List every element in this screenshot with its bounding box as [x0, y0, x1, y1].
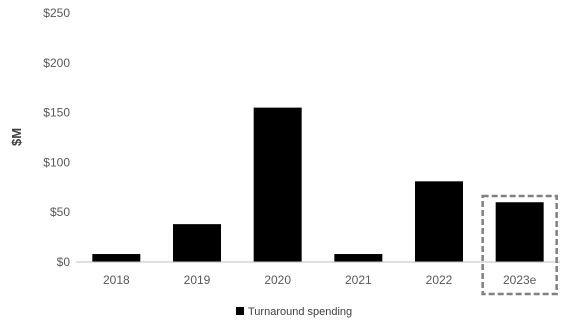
x-axis-ticks: 2018 2019 2020 2021 2022 2023e	[103, 273, 537, 287]
bar	[253, 107, 302, 263]
x-tick-label: 2021	[345, 273, 372, 287]
bar	[334, 254, 383, 262]
bar	[495, 202, 544, 262]
y-tick-label: $200	[43, 56, 70, 70]
bar	[92, 254, 141, 262]
x-tick-label: 2019	[184, 273, 211, 287]
bar-series	[92, 107, 544, 263]
y-tick-label: $50	[50, 205, 70, 219]
legend-swatch	[236, 307, 244, 315]
y-tick-label: $250	[43, 6, 70, 20]
x-tick-label: 2020	[264, 273, 291, 287]
y-tick-label: $100	[43, 155, 70, 169]
y-tick-label: $150	[43, 106, 70, 120]
x-tick-label: 2018	[103, 273, 130, 287]
y-axis-ticks: $0 $50 $100 $150 $200 $250	[43, 6, 70, 269]
estimate-highlight-box	[481, 194, 558, 296]
bar	[415, 181, 463, 262]
x-tick-label: 2022	[426, 273, 453, 287]
bar	[173, 224, 221, 262]
legend: Turnaround spending	[236, 306, 352, 318]
y-axis-label: $M	[9, 128, 24, 146]
legend-label: Turnaround spending	[248, 306, 352, 318]
x-tick-label: 2023e	[503, 273, 537, 287]
y-tick-label: $0	[57, 255, 71, 269]
